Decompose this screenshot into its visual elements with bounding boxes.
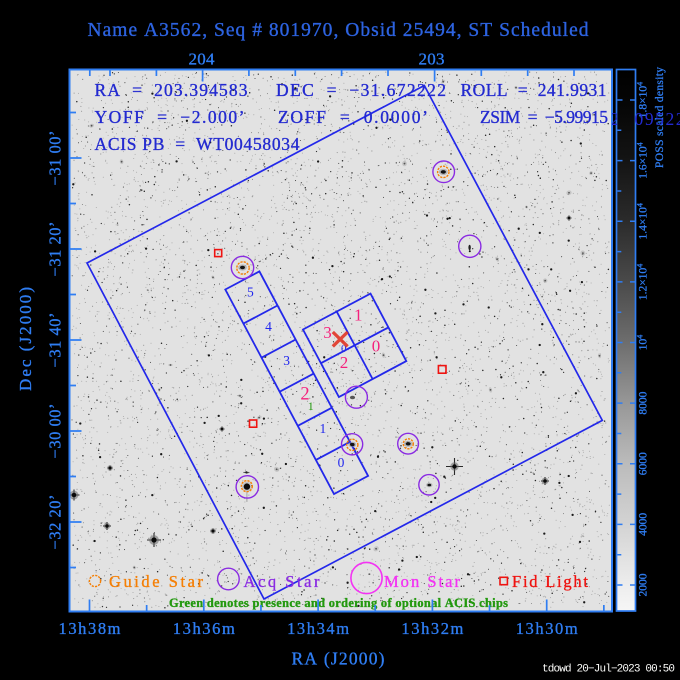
svg-text:Acq Star: Acq Star <box>244 572 321 591</box>
svg-text:−32 20’: −32 20’ <box>46 495 65 550</box>
svg-text:RA (J2000): RA (J2000) <box>292 649 385 669</box>
svg-text:−30 00’: −30 00’ <box>46 404 65 459</box>
svg-text:1: 1 <box>308 399 314 413</box>
svg-text:1: 1 <box>354 305 363 324</box>
svg-text:2: 2 <box>300 384 309 404</box>
svg-text:0: 0 <box>372 337 381 356</box>
svg-text:4000: 4000 <box>638 513 650 536</box>
svg-text:DEC = −31.672222: DEC = −31.672222 <box>276 80 446 100</box>
svg-text:tdowd 20−Jul−2023 00:50: tdowd 20−Jul−2023 00:50 <box>542 664 675 676</box>
svg-text:Name A3562, Seq # 801970, Obsi: Name A3562, Seq # 801970, Obsid 25494, S… <box>88 20 589 41</box>
svg-text:2000: 2000 <box>638 573 650 596</box>
svg-text:ZOFF = 0.0000’: ZOFF = 0.0000’ <box>278 107 428 127</box>
svg-text:Dec (J2000): Dec (J2000) <box>16 287 35 391</box>
svg-text:−31 00’: −31 00’ <box>46 131 65 186</box>
svg-text:1.6×104: 1.6×104 <box>636 142 650 178</box>
svg-text:1.4×104: 1.4×104 <box>636 203 650 239</box>
svg-text:3: 3 <box>323 323 332 342</box>
svg-text:1.2×104: 1.2×104 <box>636 264 650 300</box>
svg-text:13h32m: 13h32m <box>401 619 463 638</box>
svg-text:13h38m: 13h38m <box>59 619 121 638</box>
svg-text:Guide Star: Guide Star <box>109 572 204 591</box>
svg-text:YOFF = −2.000’: YOFF = −2.000’ <box>95 107 245 127</box>
svg-text:6000: 6000 <box>638 452 650 475</box>
svg-text:13h36m: 13h36m <box>173 619 235 638</box>
svg-text:2: 2 <box>340 353 349 372</box>
svg-text:ROLL = 241.9931: ROLL = 241.9931 <box>461 80 607 100</box>
svg-text:4: 4 <box>265 319 272 334</box>
svg-text:0: 0 <box>338 455 345 470</box>
svg-text:2: 2 <box>611 109 620 129</box>
svg-text:ACIS PB = WT00458034: ACIS PB = WT00458034 <box>95 134 300 154</box>
svg-text:0: 0 <box>341 343 347 355</box>
svg-text:1: 1 <box>320 421 327 436</box>
svg-text:13h30m: 13h30m <box>516 619 578 638</box>
svg-text:RA = 203.394583: RA = 203.394583 <box>95 80 248 100</box>
svg-text:POSS scaled density: POSS scaled density <box>654 67 666 168</box>
svg-text:Fid Light: Fid Light <box>512 572 588 591</box>
svg-text:203: 203 <box>419 50 445 69</box>
svg-text:Mon Star: Mon Star <box>384 572 461 591</box>
svg-text:5: 5 <box>247 285 254 300</box>
svg-text:ZSIM = −5.99915: ZSIM = −5.99915 <box>480 107 608 127</box>
svg-text:3: 3 <box>283 353 290 368</box>
svg-text:204: 204 <box>189 50 216 69</box>
svg-text:13h34m: 13h34m <box>287 619 349 638</box>
svg-text:8000: 8000 <box>638 391 650 414</box>
svg-text:1.8×104: 1.8×104 <box>636 82 650 118</box>
svg-text:−31 40’: −31 40’ <box>46 313 65 368</box>
svg-text:−31 20’: −31 20’ <box>46 222 65 277</box>
svg-text:Green denotes presence and ord: Green denotes presence and ordering of o… <box>169 596 508 610</box>
